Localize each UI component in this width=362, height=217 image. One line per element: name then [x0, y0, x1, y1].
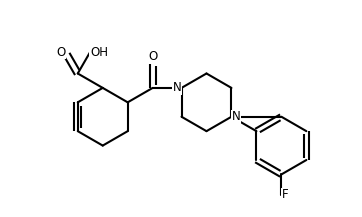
Text: OH: OH	[90, 46, 108, 59]
Text: O: O	[148, 50, 157, 63]
Text: N: N	[231, 110, 240, 123]
Text: N: N	[173, 81, 181, 94]
Text: F: F	[281, 188, 288, 201]
Text: O: O	[56, 46, 66, 59]
